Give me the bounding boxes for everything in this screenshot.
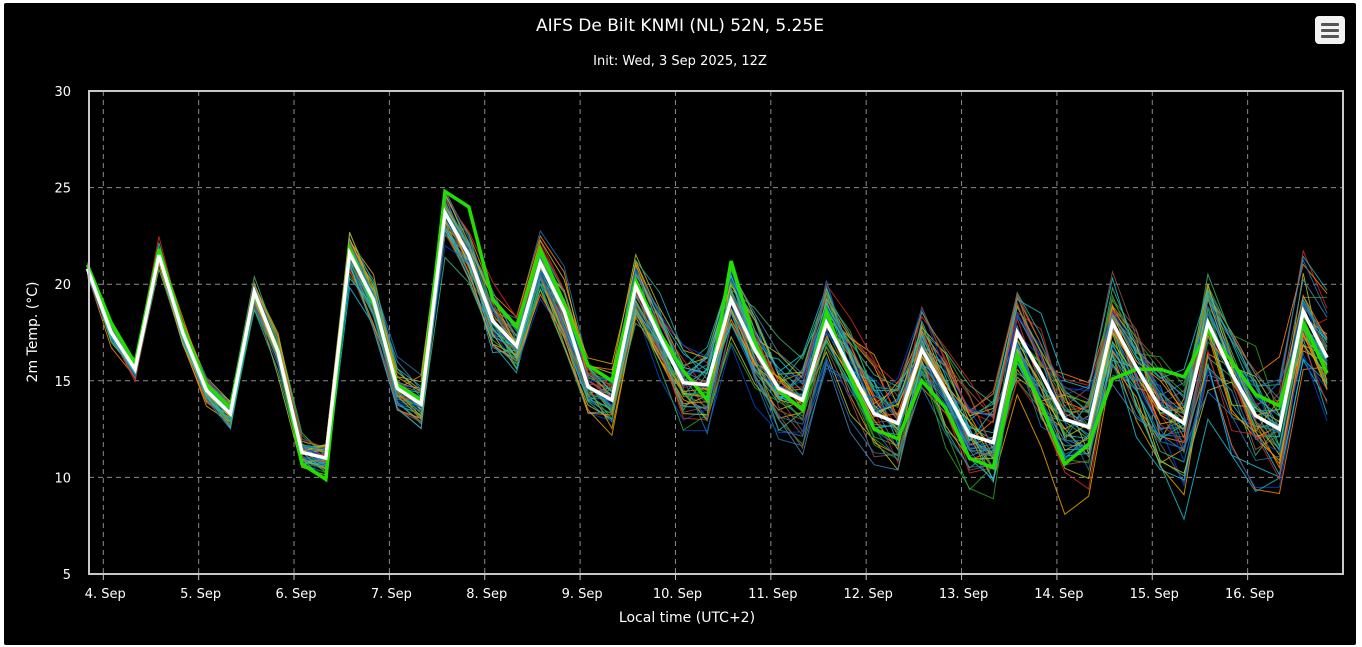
y-tick-label: 20 bbox=[54, 278, 71, 293]
y-tick-label: 30 bbox=[54, 85, 71, 100]
x-tick-label: 9. Sep bbox=[562, 587, 603, 602]
x-tick-label: 10. Sep bbox=[653, 587, 702, 602]
x-tick-label: 15. Sep bbox=[1130, 587, 1179, 602]
x-tick-label: 14. Sep bbox=[1034, 587, 1083, 602]
y-tick-label: 5 bbox=[63, 568, 71, 583]
plot-area-border bbox=[88, 90, 1344, 575]
ensemble-mean-line bbox=[85, 207, 1329, 461]
x-axis-ticks: 4. Sep 5. Sep 6. Sep 7. Sep 8. Sep 9. Sep 10. … bbox=[85, 574, 1274, 602]
y-tick-label: 10 bbox=[54, 471, 71, 486]
chart-subtitle: Init: Wed, 3 Sep 2025, 12Z bbox=[593, 54, 767, 69]
chart-frame bbox=[4, 3, 1356, 645]
x-tick-label: 6. Sep bbox=[276, 587, 317, 602]
x-tick-label: 7. Sep bbox=[371, 587, 412, 602]
chart-title: AIFS De Bilt KNMI (NL) 52N, 5.25E bbox=[536, 16, 824, 36]
x-tick-label: 16. Sep bbox=[1225, 587, 1274, 602]
main-series bbox=[85, 188, 1329, 483]
y-axis-title: 2m Temp. (°C) bbox=[25, 282, 41, 383]
x-tick-label: 12. Sep bbox=[844, 587, 893, 602]
y-tick-label: 25 bbox=[54, 182, 71, 197]
x-tick-label: 11. Sep bbox=[748, 587, 797, 602]
x-axis-title: Local time (UTC+2) bbox=[619, 610, 755, 626]
x-tick-label: 4. Sep bbox=[85, 587, 126, 602]
ensemble-members bbox=[86, 188, 1328, 521]
y-tick-label: 15 bbox=[54, 375, 71, 390]
x-tick-label: 5. Sep bbox=[180, 587, 221, 602]
x-tick-label: 13. Sep bbox=[939, 587, 988, 602]
y-axis-ticks: 5 10 15 20 25 30 bbox=[54, 85, 71, 583]
hamburger-menu-icon[interactable] bbox=[1315, 16, 1345, 44]
x-tick-label: 8. Sep bbox=[466, 587, 507, 602]
